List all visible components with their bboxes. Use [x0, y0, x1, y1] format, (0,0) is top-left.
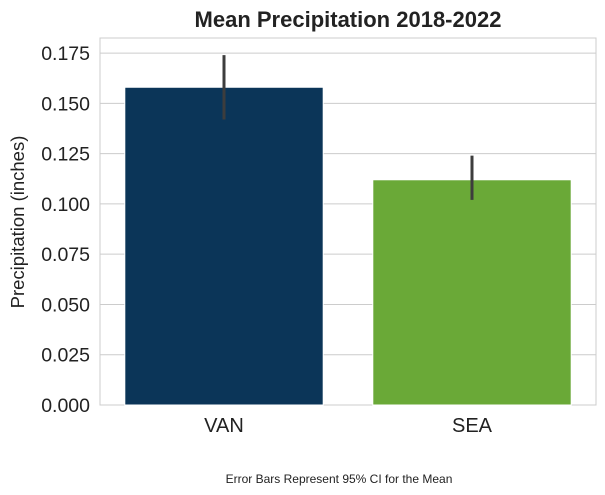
chart-title: Mean Precipitation 2018-2022 — [195, 7, 502, 32]
y-tick-label: 0.000 — [41, 395, 90, 417]
y-tick-label: 0.125 — [41, 144, 90, 166]
footnote: Error Bars Represent 95% CI for the Mean — [226, 472, 453, 486]
y-tick-label: 0.100 — [41, 194, 90, 216]
y-tick-label: 0.150 — [41, 93, 90, 115]
y-tick-label: 0.050 — [41, 294, 90, 316]
bars — [124, 86, 572, 406]
x-tick-label: SEA — [452, 415, 493, 437]
bar-sea — [372, 179, 572, 406]
y-tick-label: 0.025 — [41, 345, 90, 367]
y-tick-label: 0.175 — [41, 43, 90, 65]
y-tick-label: 0.075 — [41, 244, 90, 266]
plot-frame — [99, 37, 597, 406]
x-tick-labels: VAN SEA — [204, 415, 492, 437]
x-tick-label: VAN — [204, 415, 244, 437]
y-tick-labels: 0.000 0.025 0.050 0.075 0.100 0.125 0.150 0.175 — [41, 43, 90, 417]
error-bars — [222, 55, 474, 200]
y-axis-label: Precipitation (inches) — [7, 136, 28, 309]
bar-van — [124, 86, 324, 406]
